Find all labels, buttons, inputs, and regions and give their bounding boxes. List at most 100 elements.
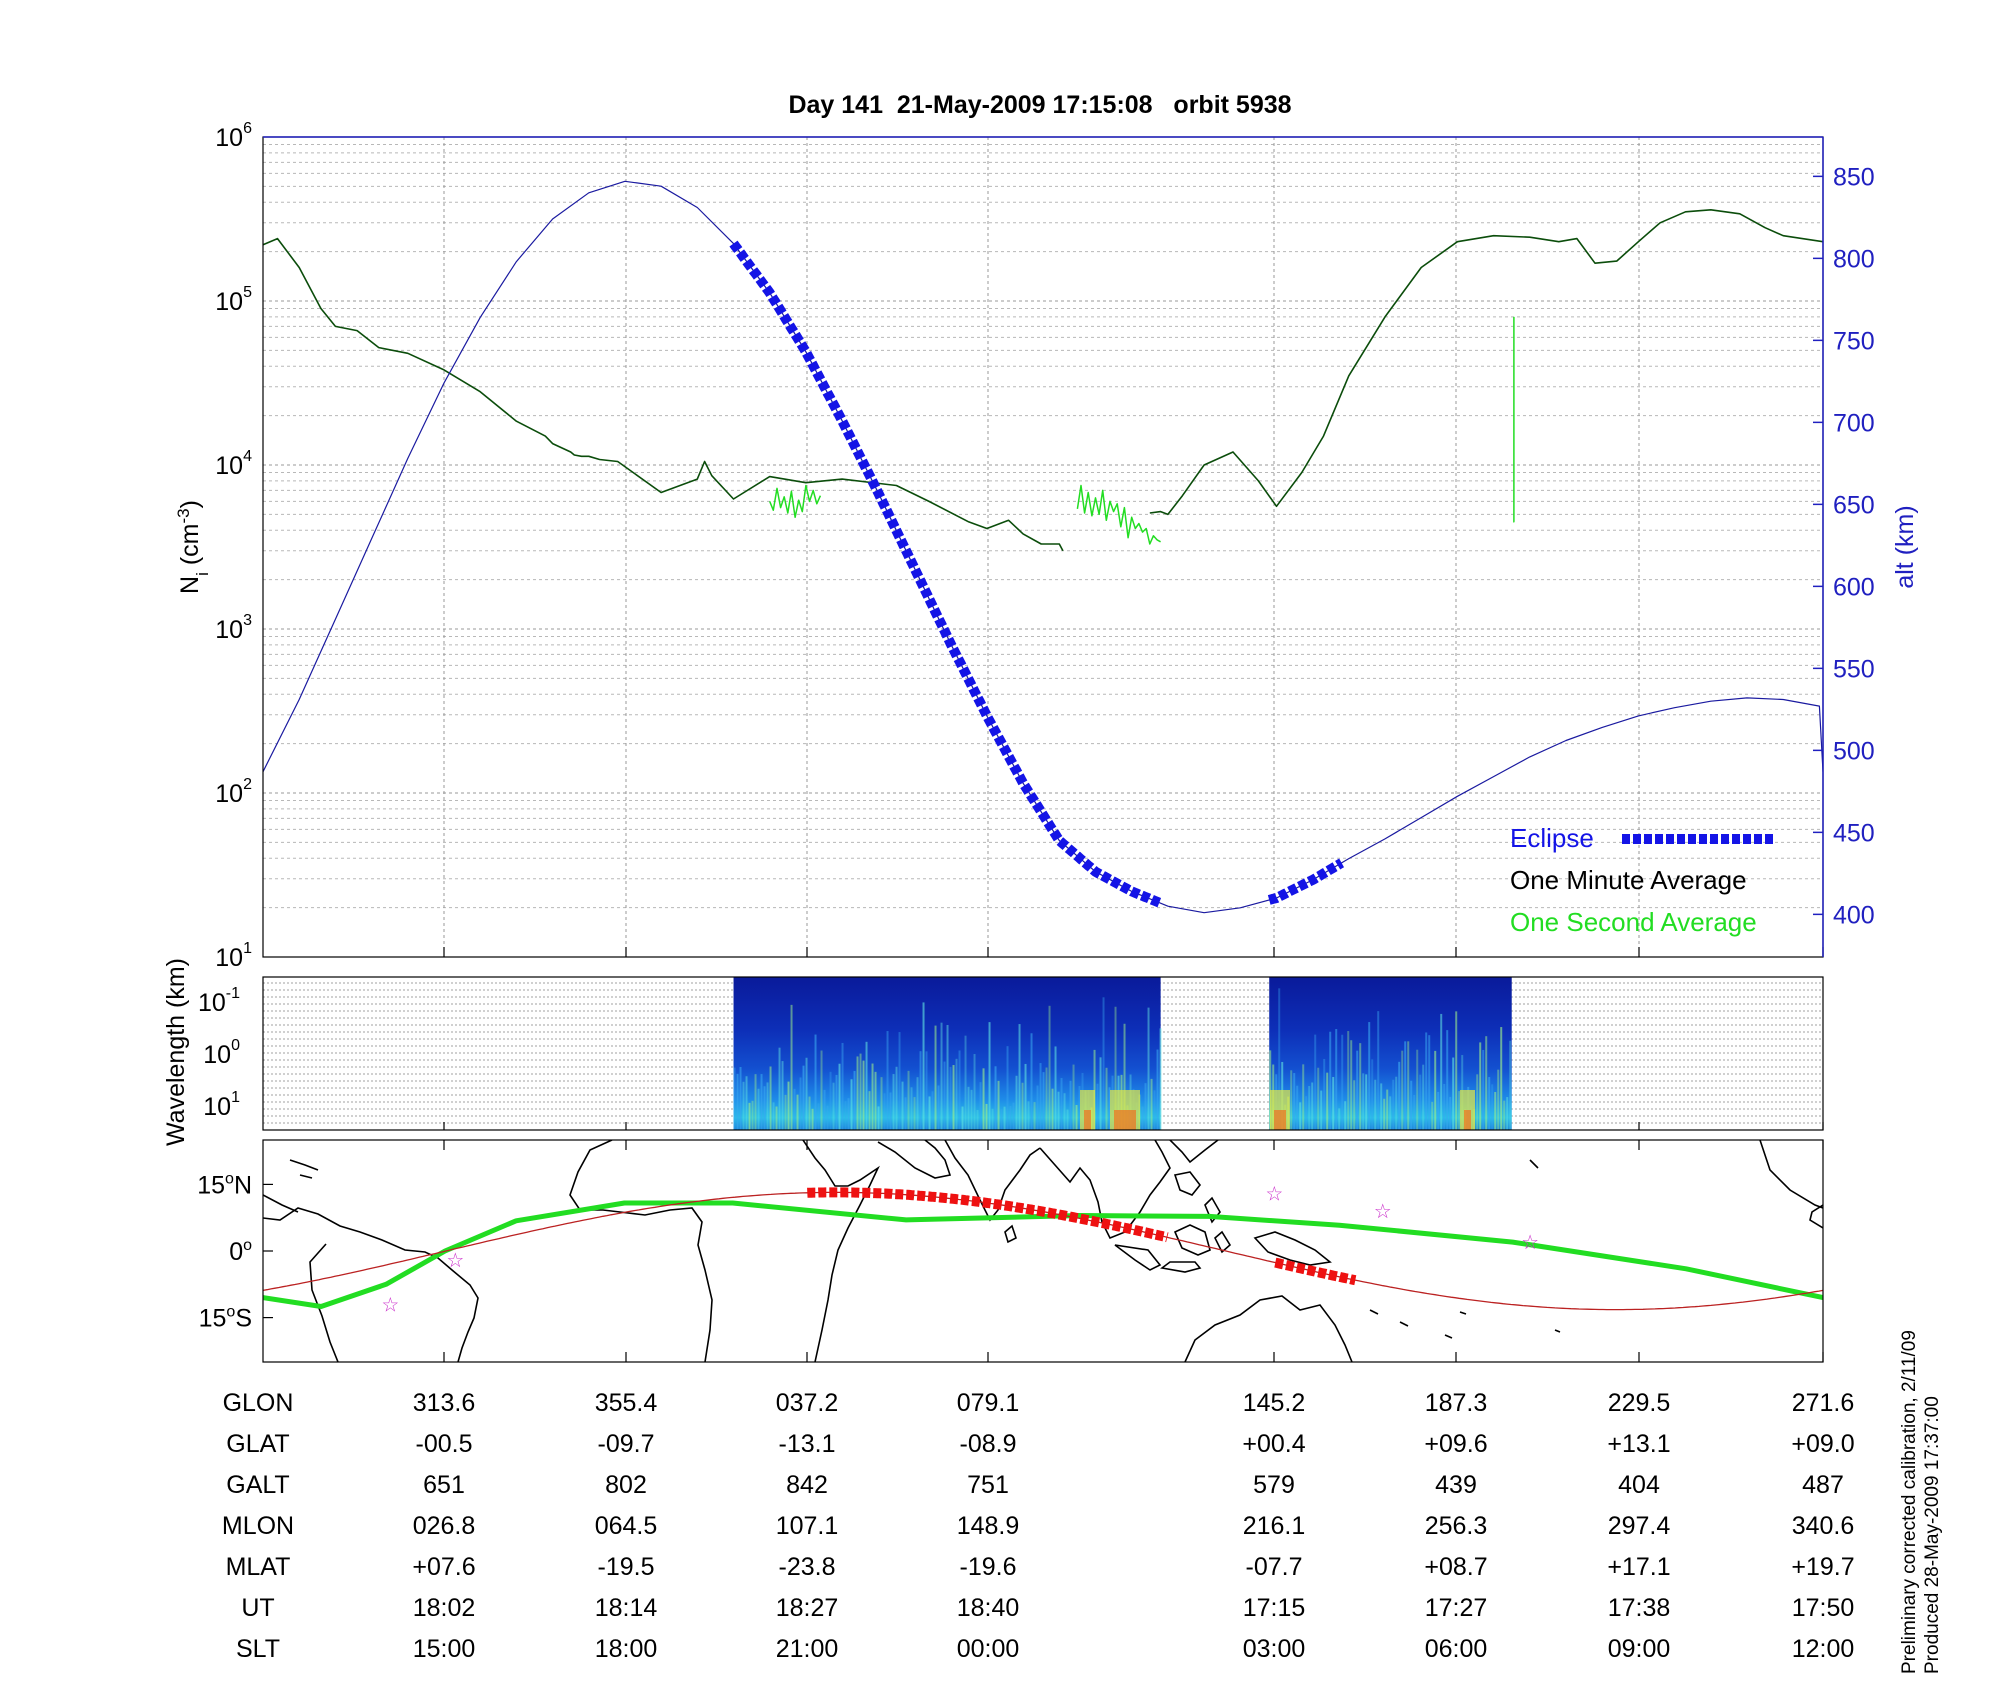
- altitude-y-tick-labels: 400 450 500 550 600 650 700 750 800 850: [1813, 163, 1875, 929]
- tick-base: 10: [198, 989, 226, 1017]
- series-line-altitude-5: [263, 180, 1823, 914]
- spectrogram-streak: [961, 1106, 964, 1130]
- spectrogram-streak: [757, 1088, 760, 1130]
- coastline-southeast-asia-islands: [1114, 1171, 1232, 1273]
- spectrogram-streak: [1105, 1067, 1108, 1130]
- chart-title: Day 141 21-May-2009 17:15:08 orbit 5938: [788, 91, 1291, 119]
- spectrogram-streak: [1437, 1091, 1440, 1130]
- spectrogram-streak: [811, 1108, 814, 1130]
- altitude-y-tick-label: 550: [1833, 655, 1875, 683]
- spectrogram-streak: [955, 1058, 958, 1130]
- coastline-pacific-islands: [1369, 1159, 1561, 1339]
- spectrogram-streak: [1153, 1090, 1156, 1130]
- spectrogram-streak: [1311, 1082, 1314, 1130]
- spectrogram-streak: [802, 1065, 805, 1130]
- spectrogram-streak: [1362, 1073, 1365, 1130]
- table-cell: +09.6: [1424, 1430, 1487, 1458]
- density-y-tick-label: 105: [215, 284, 252, 316]
- lat-hemisphere: N: [234, 1171, 252, 1199]
- table-cell: 17:27: [1425, 1594, 1488, 1622]
- table-cell: 355.4: [595, 1389, 658, 1417]
- spectrogram-streak: [1335, 1029, 1338, 1130]
- spectrogram-streak: [1377, 1011, 1380, 1130]
- spectrogram-streak: [1299, 1102, 1302, 1130]
- spectrogram-streak: [808, 1096, 811, 1130]
- tick-exponent: 6: [243, 120, 252, 137]
- spectrogram-y-tick-label: 10-1: [198, 985, 240, 1017]
- spectrogram-streak: [1033, 1102, 1036, 1130]
- spectrogram-streak: [1317, 1067, 1320, 1130]
- spectrogram-streak: [892, 1074, 895, 1130]
- spectrogram-streak: [1015, 1075, 1018, 1130]
- table-cell: +13.1: [1607, 1430, 1670, 1458]
- spectrogram-streak: [1368, 1022, 1371, 1130]
- spectrogram-streak: [1443, 1083, 1446, 1130]
- spectrogram-streak: [766, 1082, 769, 1130]
- altitude-y-axis-label: alt (km): [1891, 505, 1919, 588]
- spectrogram-streak: [1500, 1027, 1503, 1130]
- spectrogram-streak: [1320, 1090, 1323, 1130]
- table-cell: 00:00: [957, 1635, 1020, 1663]
- tick-exponent: 2: [243, 776, 252, 793]
- coastline-central-america: [263, 1194, 299, 1213]
- table-cell: 21:00: [776, 1635, 839, 1663]
- spectrogram-streak: [952, 1065, 955, 1130]
- spectrogram-streak: [916, 1077, 919, 1130]
- spectrogram-streak: [1449, 1096, 1452, 1130]
- table-cell: 256.3: [1425, 1512, 1488, 1540]
- tick-exponent: -1: [226, 985, 240, 1002]
- spectrogram-streak: [1051, 1088, 1054, 1130]
- spectrogram-image: [733, 977, 1512, 1130]
- spectrogram-streak: [754, 1074, 757, 1130]
- spectrogram-streak: [973, 1054, 976, 1130]
- table-cell: +07.6: [412, 1553, 475, 1581]
- table-cell: +17.1: [1607, 1553, 1670, 1581]
- spectrogram-streak: [1497, 1069, 1500, 1130]
- table-cell: -19.5: [598, 1553, 655, 1581]
- table-cell: -00.5: [416, 1430, 473, 1458]
- star-marker-2: ☆: [1265, 1183, 1283, 1205]
- spectrogram-streak: [1503, 1100, 1506, 1130]
- table-cell: 026.8: [413, 1512, 476, 1540]
- altitude-y-tick-label: 700: [1833, 409, 1875, 437]
- spectrogram-streak: [1398, 1061, 1401, 1130]
- table-cell: 06:00: [1425, 1635, 1488, 1663]
- spectrogram-streak: [1344, 1101, 1347, 1130]
- map-y-tick-label: 15oS: [199, 1304, 252, 1333]
- spectrogram-streak: [862, 1060, 865, 1130]
- spectrogram-streak: [1383, 1098, 1386, 1130]
- coastline-india: [944, 1140, 1041, 1222]
- spectrogram-streak: [1392, 1079, 1395, 1130]
- spectrogram-streak: [1389, 1096, 1392, 1130]
- altitude-y-tick-label: 800: [1833, 245, 1875, 273]
- spectrogram-streak: [1413, 1094, 1416, 1130]
- spectrogram-streak: [865, 1041, 868, 1130]
- footnote-calibration: Preliminary corrected calibration, 2/11/…: [1899, 1330, 1920, 1674]
- lat-degrees: 0: [229, 1238, 243, 1266]
- spectrogram-streak: [829, 1071, 832, 1130]
- spectrogram-streak: [880, 1077, 883, 1130]
- spectrogram-streak: [1009, 1106, 1012, 1130]
- spectrogram-streak: [787, 1081, 790, 1130]
- spectrogram-streak: [772, 1102, 775, 1130]
- spectrogram-streak: [943, 1061, 946, 1130]
- spectrogram-streak: [1452, 1057, 1455, 1130]
- tick-base: 10: [215, 124, 243, 152]
- spectrogram-streak: [823, 1089, 826, 1130]
- spectrogram-streak: [832, 1082, 835, 1130]
- eclipse-layer: [729, 240, 1345, 908]
- altitude-y-tick-label: 600: [1833, 573, 1875, 601]
- spectrogram-streak: [733, 1067, 736, 1130]
- spectrogram-streak: [904, 1097, 907, 1130]
- spectrogram-streak: [964, 1035, 967, 1130]
- spectrogram-streak: [1356, 1050, 1359, 1130]
- table-cell: +00.4: [1242, 1430, 1305, 1458]
- spectrogram-streak: [1102, 997, 1105, 1130]
- spectrogram-streak: [1099, 1057, 1102, 1130]
- spectrogram-streak: [817, 1103, 820, 1130]
- spectrogram-streak: [1063, 1093, 1066, 1130]
- spectrogram-streak: [940, 1022, 943, 1130]
- spectrogram-streak: [1012, 1102, 1015, 1130]
- spectrogram-streak: [874, 1071, 877, 1130]
